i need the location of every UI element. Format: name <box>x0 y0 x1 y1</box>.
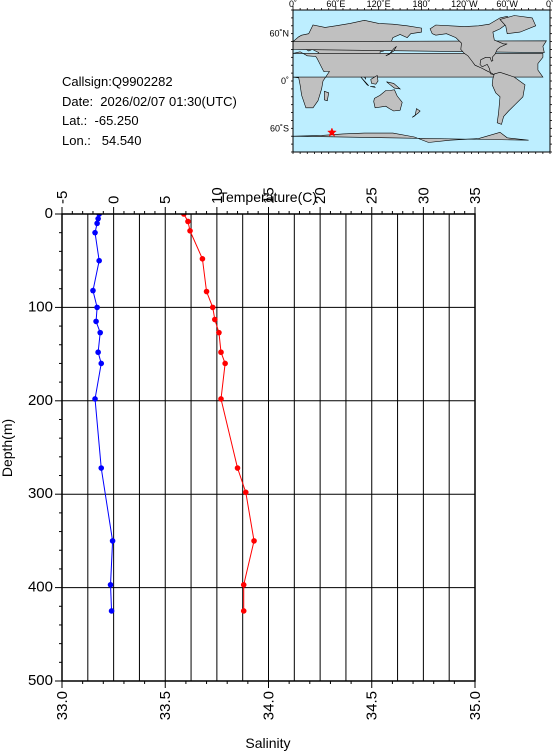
map-lon-label: 120˚E <box>367 0 391 9</box>
map-lon-label: 0˚ <box>289 0 297 9</box>
salinity-line <box>183 214 255 611</box>
map-lon-label: 180˚ <box>412 0 430 9</box>
salinity-point <box>212 316 218 323</box>
top-axis-title: Temperature(C) <box>219 189 317 205</box>
depth-tick-label: 400 <box>28 579 53 596</box>
salinity-tick-label: 35.0 <box>467 691 484 720</box>
depth-tick-label: 0 <box>45 205 53 222</box>
temperature-point <box>96 257 102 264</box>
salinity-point <box>203 288 210 295</box>
salinity-point <box>199 256 206 262</box>
depth-tick-label: 500 <box>28 672 53 689</box>
temperature-point <box>90 287 96 294</box>
temperature-point <box>109 538 116 544</box>
station-marker-icon <box>327 127 337 137</box>
longitude-label: Lon.: 54.540 <box>62 132 142 148</box>
land-greenland <box>499 15 537 35</box>
temperature-tick-label: 20 <box>312 187 329 204</box>
station-info: Callsign:Q9902282 Date: 2026/02/07 01:30… <box>62 72 237 150</box>
salinity-point <box>240 608 247 614</box>
temperature-point <box>94 220 100 227</box>
land-north-america <box>429 15 512 75</box>
salinity-point <box>218 396 224 402</box>
depth-tick-label: 100 <box>28 298 53 315</box>
temperature-point <box>98 465 105 471</box>
land-borneo <box>370 75 379 85</box>
temperature-tick-label: 0 <box>106 196 123 204</box>
bottom-axis-title: Salinity <box>245 735 290 751</box>
salinity-point <box>240 581 247 588</box>
salinity-point <box>234 465 241 471</box>
temperature-tick-label: 35 <box>467 187 484 204</box>
salinity-point <box>187 228 193 234</box>
salinity-point <box>242 489 249 496</box>
salinity-point <box>218 349 224 356</box>
temperature-tick-label: 25 <box>364 187 381 204</box>
salinity-tick-label: 33.5 <box>157 691 174 720</box>
depth-tick-label: 200 <box>28 392 53 409</box>
temperature-tick-label: 15 <box>260 187 277 204</box>
date-label: Date: 2026/02/07 01:30(UTC) <box>62 93 237 109</box>
land-antarctica <box>292 131 529 152</box>
land-japan <box>385 46 397 57</box>
land-australia <box>373 89 403 112</box>
callsign-label: Callsign:Q9902282 <box>62 74 173 89</box>
temperature-point <box>92 229 98 236</box>
temperature-point <box>95 349 101 356</box>
land-new-guinea <box>386 81 402 90</box>
series-layer <box>90 214 257 614</box>
temperature-point <box>92 396 98 402</box>
world-map: 0˚ 60˚E 120˚E 180˚ 120˚W 60˚W 0˚ 60˚N 0˚ 60˚S <box>269 0 553 154</box>
map-lon-label: 0˚ <box>546 0 553 9</box>
salinity-tick-label: 34.0 <box>260 691 277 720</box>
salinity-point <box>216 329 222 336</box>
salinity-point <box>222 360 228 367</box>
temperature-line <box>92 214 114 611</box>
salinity-point <box>251 538 257 544</box>
temperature-point <box>97 329 104 336</box>
map-lon-label: 60˚E <box>326 0 345 9</box>
temperature-point <box>94 304 100 311</box>
temperature-tick-label: 10 <box>209 187 226 204</box>
map-lat-label: 60˚N <box>269 29 289 39</box>
land-new-zealand <box>412 108 421 118</box>
land-sumatra <box>360 76 369 86</box>
land-madagascar <box>324 90 330 102</box>
map-lon-label: 120˚W <box>451 0 478 9</box>
map-lon-label: 60˚W <box>496 0 518 9</box>
land-south-america <box>491 71 526 125</box>
temperature-tick-label: 30 <box>415 187 432 204</box>
salinity-point <box>185 218 191 225</box>
temperature-point <box>93 318 99 325</box>
salinity-tick-label: 34.5 <box>364 691 381 720</box>
temperature-tick-label: 5 <box>157 196 174 204</box>
temperature-point <box>98 360 105 367</box>
salinity-point <box>209 304 216 311</box>
grid <box>62 214 475 681</box>
temperature-tick-label: -5 <box>54 191 71 204</box>
map-lat-label: 60˚S <box>270 123 289 133</box>
temperature-point <box>95 215 101 222</box>
land-java <box>370 86 376 88</box>
salinity-tick-label: 33.0 <box>54 691 71 720</box>
left-axis-title: Depth(m) <box>0 419 15 477</box>
temperature-point <box>108 608 115 614</box>
depth-tick-label: 300 <box>28 485 53 502</box>
temperature-point <box>107 581 114 588</box>
map-lat-label: 0˚ <box>281 76 289 86</box>
latitude-label: Lat.: -65.250 <box>62 113 139 128</box>
